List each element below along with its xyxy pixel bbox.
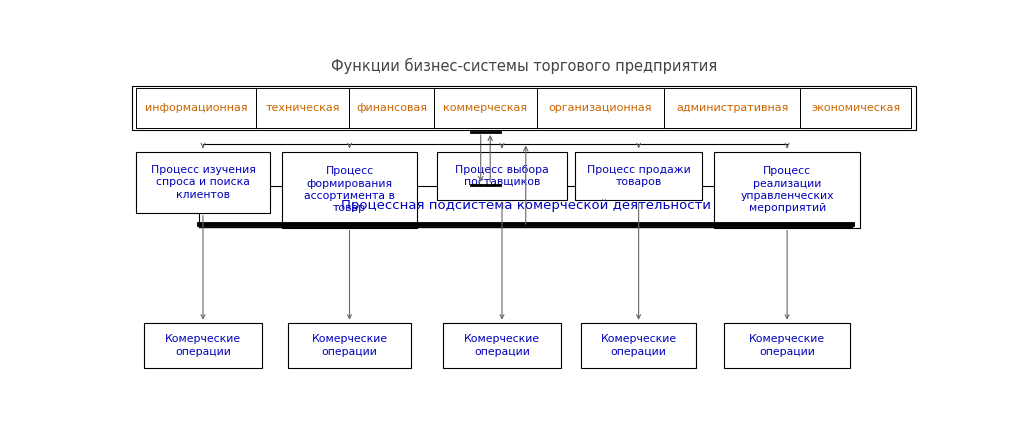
Bar — [713, 152, 861, 228]
Text: Процесс выбора
поставщиков: Процесс выбора поставщиков — [455, 165, 549, 187]
Bar — [282, 152, 417, 228]
Bar — [143, 323, 263, 368]
Bar — [582, 323, 696, 368]
Text: организационная: организационная — [549, 103, 652, 113]
Text: Комерческие
операции: Комерческие операции — [749, 334, 825, 357]
Bar — [288, 323, 411, 368]
Text: Комерческие
операции: Комерческие операции — [464, 334, 540, 357]
Text: экономическая: экономическая — [811, 103, 900, 113]
Bar — [443, 323, 561, 368]
Bar — [256, 88, 350, 128]
Text: коммерческая: коммерческая — [444, 103, 527, 113]
Text: административная: административная — [677, 103, 789, 113]
Bar — [136, 152, 270, 213]
Text: Процесс изучения
спроса и поиска
клиентов: Процесс изучения спроса и поиска клиенто… — [150, 165, 256, 200]
Text: информационная: информационная — [145, 103, 247, 113]
Bar — [537, 88, 664, 128]
Bar — [137, 88, 256, 128]
Bar — [800, 88, 911, 128]
Bar — [575, 152, 702, 200]
Bar — [664, 88, 800, 128]
Bar — [436, 152, 567, 200]
Text: Процесс
формирования
ассортимента в
товар: Процесс формирования ассортимента в това… — [305, 166, 394, 214]
Bar — [199, 187, 852, 224]
Bar — [350, 88, 434, 128]
Bar — [434, 88, 537, 128]
Text: Процессная подсистема комерческой деятельности: Процессная подсистема комерческой деятел… — [340, 199, 710, 212]
Text: Функции бизнес-системы торгового предприятия: Функции бизнес-системы торгового предпри… — [331, 58, 716, 74]
Text: финансовая: финансовая — [357, 103, 427, 113]
Bar — [724, 323, 850, 368]
Text: Комерческие
операции: Комерческие операции — [312, 334, 387, 357]
Bar — [132, 86, 916, 131]
Text: Комерческие
операции: Комерческие операции — [165, 334, 241, 357]
Text: Процесс
реализации
управленческих
мероприятий: Процесс реализации управленческих меропр… — [740, 166, 834, 214]
Text: Процесс продажи
товаров: Процесс продажи товаров — [587, 165, 691, 187]
Text: Комерческие
операции: Комерческие операции — [601, 334, 677, 357]
Text: техническая: техническая — [265, 103, 339, 113]
